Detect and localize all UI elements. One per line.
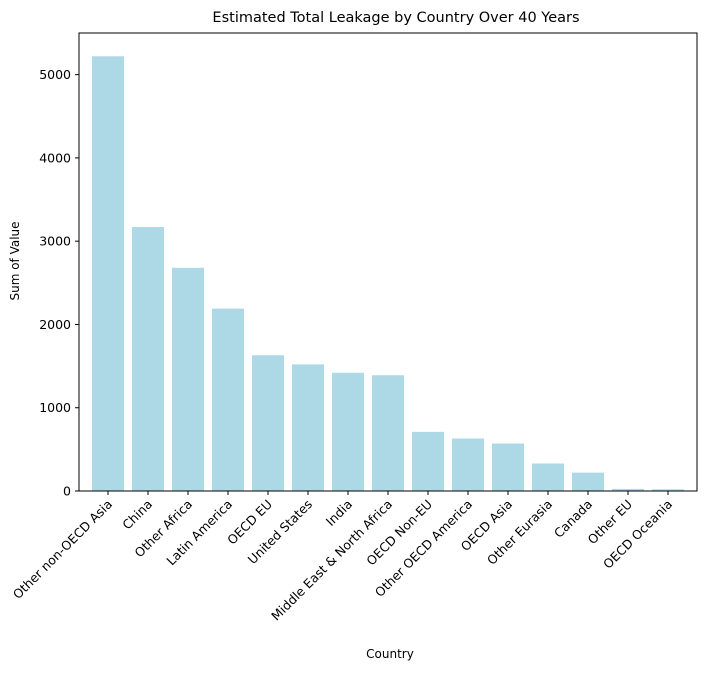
bar-3 — [212, 308, 244, 491]
bar-8 — [412, 431, 444, 491]
chart-title: Estimated Total Leakage by Country Over … — [212, 10, 579, 26]
bar-14 — [652, 489, 684, 491]
bar-9 — [452, 438, 484, 491]
bar-13 — [612, 488, 644, 491]
y-tick-label: 1000 — [39, 400, 71, 415]
bar-0 — [92, 56, 124, 491]
y-tick-label: 0 — [63, 484, 71, 499]
y-tick-label: 4000 — [39, 150, 71, 165]
x-tick-label: OECD Oceania — [600, 497, 675, 572]
bar-11 — [532, 463, 564, 491]
x-axis-label: Country — [366, 647, 414, 661]
bars-layer — [92, 56, 684, 491]
bar-5 — [292, 364, 324, 491]
x-tick-label: India — [323, 497, 355, 529]
x-tick-label: Other non-OECD Asia — [10, 497, 115, 602]
bar-4 — [252, 355, 284, 491]
y-tick-label: 3000 — [39, 234, 71, 249]
bar-12 — [572, 472, 604, 491]
bar-6 — [332, 372, 364, 491]
bar-1 — [132, 227, 164, 491]
bar-7 — [372, 375, 404, 491]
x-tick-label: China — [119, 497, 155, 533]
y-ticks-layer: 0 1000 2000 3000 4000 5000 — [39, 67, 79, 499]
y-tick-label: 5000 — [39, 67, 71, 82]
y-axis-label: Sum of Value — [8, 221, 22, 300]
bar-10 — [492, 443, 524, 491]
y-tick-label: 2000 — [39, 317, 71, 332]
bar-2 — [172, 267, 204, 491]
